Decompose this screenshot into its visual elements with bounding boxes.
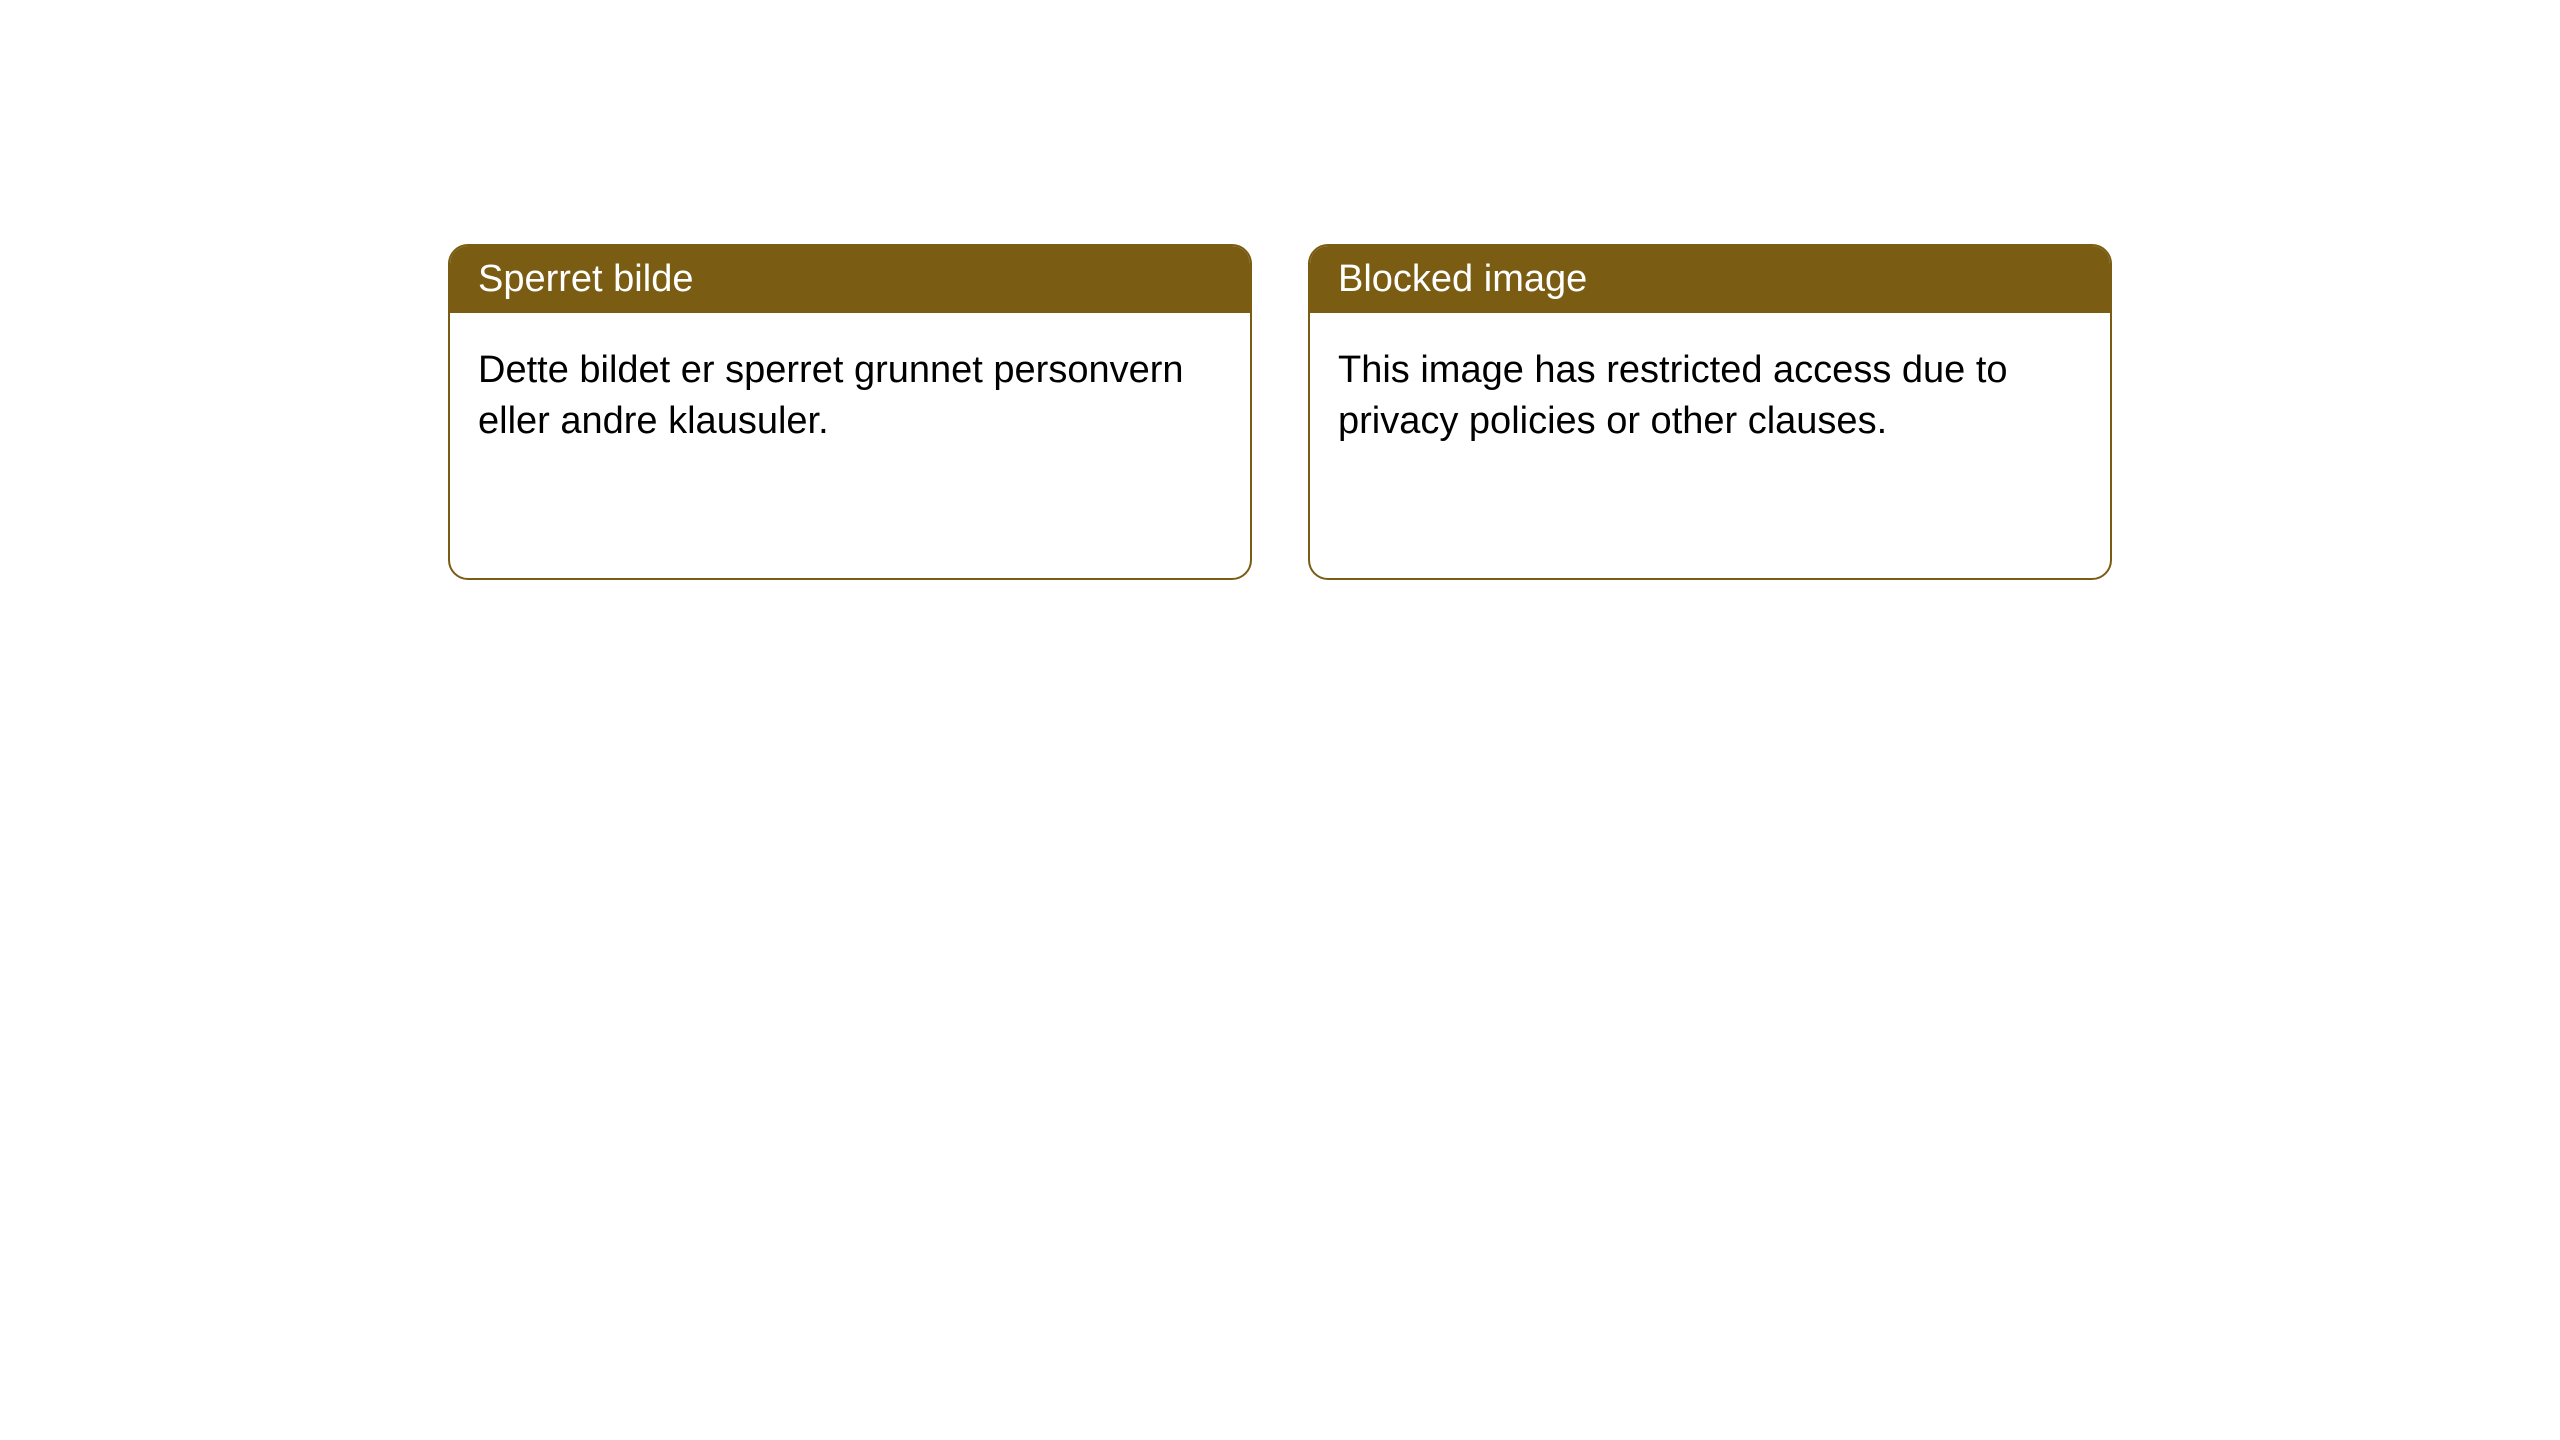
- notice-card-english: Blocked image This image has restricted …: [1308, 244, 2112, 580]
- card-title: Blocked image: [1338, 258, 1587, 300]
- card-header-norwegian: Sperret bilde: [450, 246, 1250, 313]
- card-body-norwegian: Dette bildet er sperret grunnet personve…: [450, 313, 1250, 480]
- card-title: Sperret bilde: [478, 258, 693, 300]
- notice-card-norwegian: Sperret bilde Dette bildet er sperret gr…: [448, 244, 1252, 580]
- card-body-text: This image has restricted access due to …: [1338, 349, 2008, 442]
- card-body-text: Dette bildet er sperret grunnet personve…: [478, 349, 1184, 442]
- card-header-english: Blocked image: [1310, 246, 2110, 313]
- card-body-english: This image has restricted access due to …: [1310, 313, 2110, 480]
- notice-container: Sperret bilde Dette bildet er sperret gr…: [448, 244, 2112, 580]
